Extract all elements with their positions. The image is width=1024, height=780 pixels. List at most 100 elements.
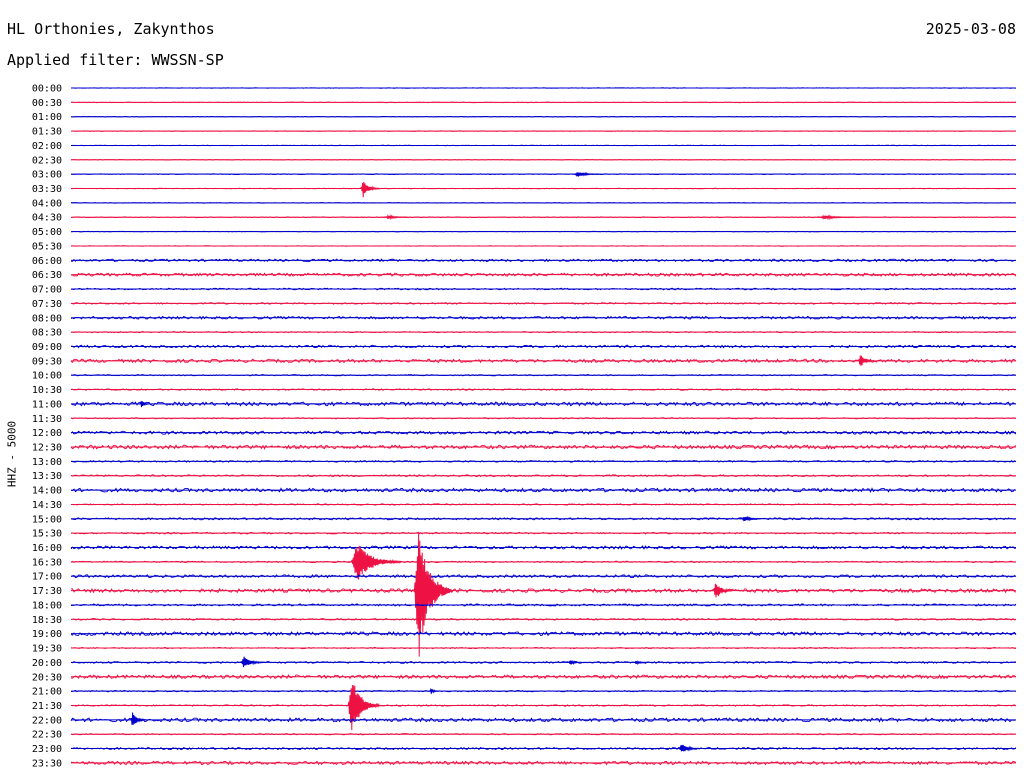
row-time-label: 20:30 bbox=[32, 672, 62, 683]
trace-noise bbox=[70, 401, 1017, 407]
seismic-event-trace bbox=[855, 355, 875, 366]
trace-noise bbox=[70, 115, 1017, 118]
trace-noise bbox=[70, 101, 1017, 104]
seismic-event-trace bbox=[676, 744, 701, 752]
seismic-event-trace bbox=[565, 659, 581, 666]
row-time-label: 03:30 bbox=[32, 184, 62, 195]
row-time-label: 13:00 bbox=[32, 457, 62, 468]
row-time-label: 11:30 bbox=[32, 414, 62, 425]
row-time-label: 21:00 bbox=[32, 687, 62, 698]
trace-noise bbox=[70, 159, 1017, 161]
trace-noise bbox=[70, 560, 1017, 564]
row-time-label: 19:00 bbox=[32, 629, 62, 640]
seismic-event-trace bbox=[817, 214, 855, 221]
row-time-label: 00:00 bbox=[32, 84, 62, 95]
seismic-event-trace bbox=[383, 214, 408, 221]
trace-noise bbox=[70, 574, 1017, 579]
row-time-label: 15:30 bbox=[32, 529, 62, 540]
trace-noise bbox=[70, 287, 1017, 291]
row-time-label: 10:30 bbox=[32, 385, 62, 396]
trace-noise bbox=[70, 202, 1017, 204]
row-time-label: 22:00 bbox=[32, 715, 62, 726]
trace-noise bbox=[70, 531, 1017, 535]
trace-noise bbox=[70, 746, 1017, 751]
row-time-label: 22:30 bbox=[32, 730, 62, 741]
row-time-label: 23:00 bbox=[32, 744, 62, 755]
trace-noise bbox=[70, 630, 1017, 637]
row-time-label: 01:30 bbox=[32, 127, 62, 138]
seismogram-traces bbox=[70, 87, 1017, 766]
trace-noise bbox=[70, 216, 1017, 219]
row-time-label: 08:30 bbox=[32, 328, 62, 339]
row-time-label: 05:00 bbox=[32, 227, 62, 238]
trace-noise bbox=[70, 173, 1017, 176]
seismic-event-trace bbox=[137, 400, 150, 408]
trace-noise bbox=[70, 503, 1017, 506]
row-time-label: 09:00 bbox=[32, 342, 62, 353]
trace-noise bbox=[70, 430, 1017, 435]
trace-noise bbox=[70, 716, 1017, 723]
trace-noise bbox=[70, 417, 1017, 420]
trace-noise bbox=[70, 87, 1017, 89]
row-time-label: 13:30 bbox=[32, 471, 62, 482]
trace-noise bbox=[70, 344, 1017, 349]
trace-noise bbox=[70, 315, 1017, 320]
row-tick-labels: 00:00 00:30 01:00 01:30 02:00 02:30 03:00 03:30… bbox=[32, 84, 62, 770]
filter-label: Applied filter: WWSSN-SP bbox=[7, 51, 224, 69]
seismic-event-trace bbox=[348, 545, 402, 580]
trace-noise bbox=[70, 374, 1017, 377]
trace-noise bbox=[70, 689, 1017, 693]
seismic-event-trace bbox=[411, 531, 453, 657]
row-time-label: 16:00 bbox=[32, 543, 62, 554]
row-time-label: 12:00 bbox=[32, 428, 62, 439]
trace-noise bbox=[70, 733, 1017, 736]
seismic-event-trace bbox=[357, 181, 380, 198]
row-time-label: 16:30 bbox=[32, 557, 62, 568]
row-time-label: 14:00 bbox=[32, 486, 62, 497]
date-label: 2025-03-08 bbox=[925, 20, 1016, 38]
row-time-label: 17:00 bbox=[32, 572, 62, 583]
trace-noise bbox=[70, 144, 1017, 147]
trace-noise bbox=[70, 660, 1017, 664]
row-time-label: 05:30 bbox=[32, 241, 62, 252]
row-time-label: 02:00 bbox=[32, 141, 62, 152]
row-time-label: 01:00 bbox=[32, 112, 62, 123]
row-time-label: 10:00 bbox=[32, 371, 62, 382]
trace-noise bbox=[70, 459, 1017, 463]
trace-noise bbox=[70, 487, 1017, 493]
row-time-label: 00:30 bbox=[32, 98, 62, 109]
seismic-event-trace bbox=[631, 660, 647, 666]
row-time-label: 23:30 bbox=[32, 758, 62, 769]
row-time-label: 06:00 bbox=[32, 256, 62, 267]
seismic-event-trace bbox=[710, 583, 733, 598]
seismic-event-trace bbox=[427, 687, 440, 694]
row-time-label: 12:30 bbox=[32, 443, 62, 454]
trace-noise bbox=[70, 646, 1017, 650]
row-time-label: 11:00 bbox=[32, 399, 62, 410]
trace-noise bbox=[70, 603, 1017, 607]
seismic-event-trace bbox=[739, 515, 761, 522]
trace-noise bbox=[70, 517, 1017, 521]
trace-noise bbox=[70, 674, 1017, 680]
seismic-event-trace bbox=[572, 171, 600, 177]
trace-noise bbox=[70, 545, 1017, 550]
trace-noise bbox=[70, 704, 1017, 707]
row-time-label: 17:30 bbox=[32, 586, 62, 597]
row-time-label: 21:30 bbox=[32, 701, 62, 712]
trace-noise bbox=[70, 617, 1017, 621]
trace-noise bbox=[70, 302, 1017, 305]
station-title: HL Orthonies, Zakynthos bbox=[7, 20, 215, 38]
trace-noise bbox=[70, 187, 1017, 190]
trace-noise bbox=[70, 760, 1017, 766]
trace-noise bbox=[70, 330, 1017, 334]
row-time-label: 07:00 bbox=[32, 285, 62, 296]
trace-noise bbox=[70, 587, 1017, 594]
row-time-label: 04:00 bbox=[32, 198, 62, 209]
seismic-event-trace bbox=[127, 712, 147, 725]
row-time-label: 03:00 bbox=[32, 170, 62, 181]
row-time-label: 14:30 bbox=[32, 500, 62, 511]
row-time-label: 18:30 bbox=[32, 615, 62, 626]
row-time-label: 20:00 bbox=[32, 658, 62, 669]
trace-noise bbox=[70, 258, 1017, 263]
